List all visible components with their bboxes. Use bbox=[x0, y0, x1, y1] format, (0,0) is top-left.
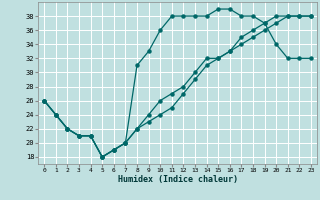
X-axis label: Humidex (Indice chaleur): Humidex (Indice chaleur) bbox=[118, 175, 238, 184]
